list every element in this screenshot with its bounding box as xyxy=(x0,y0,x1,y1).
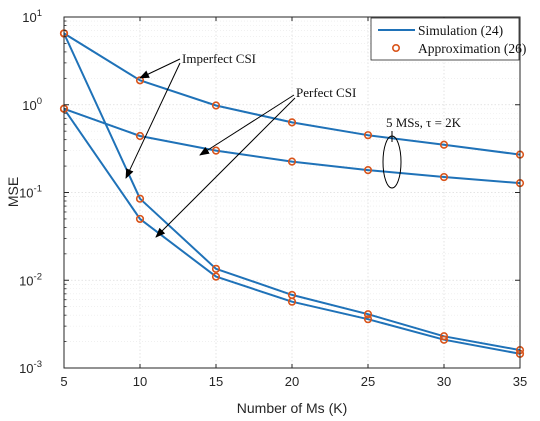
legend-approximation-marker xyxy=(391,43,400,52)
data-point xyxy=(363,131,373,140)
data-point xyxy=(363,165,373,175)
series-line-2 xyxy=(64,107,520,185)
series-line-1 xyxy=(64,32,520,156)
data-point xyxy=(439,172,449,182)
y-tick-label: 100 xyxy=(22,96,42,113)
y-tick-label: 10-2 xyxy=(19,271,42,288)
x-tick-label: 5 xyxy=(60,374,67,389)
y-tick-label: 10-3 xyxy=(19,359,42,376)
data-point xyxy=(135,214,145,224)
y-axis-label: MSE xyxy=(5,177,21,207)
x-axis-label: Number of Ms (K) xyxy=(237,400,347,416)
data-point xyxy=(287,297,297,306)
legend-box xyxy=(370,17,520,61)
legend-approximation-label: Approximation (26) xyxy=(418,41,526,56)
config-ellipse xyxy=(382,135,402,189)
data-point xyxy=(287,157,297,166)
annotation-config: 5 MSs, τ = 2K xyxy=(386,115,462,130)
data-point xyxy=(287,118,297,127)
data-point xyxy=(439,140,449,149)
arrow-perfect-lower xyxy=(155,97,296,238)
data-point xyxy=(135,131,145,141)
data-point xyxy=(211,264,221,273)
x-tick-label: 25 xyxy=(361,374,375,389)
data-point xyxy=(211,272,221,281)
y-tick-label: 101 xyxy=(22,8,42,25)
x-tick-label: 20 xyxy=(285,374,299,389)
annotation-imperfect-csi: Imperfect CSI xyxy=(182,51,256,66)
arrow-imperfect-lower xyxy=(125,62,181,179)
x-tick-label: 15 xyxy=(209,374,223,389)
annotation-perfect-csi: Perfect CSI xyxy=(296,85,356,100)
y-tick-label: 10-1 xyxy=(19,184,42,201)
arrow-perfect-upper xyxy=(199,94,295,156)
data-point xyxy=(439,335,449,344)
data-point xyxy=(211,146,221,155)
data-point xyxy=(363,315,373,324)
data-point xyxy=(363,310,373,319)
data-point xyxy=(439,332,449,341)
data-point xyxy=(211,101,221,110)
x-tick-label: 10 xyxy=(133,374,147,389)
legend-simulation-label: Simulation (24) xyxy=(418,23,503,38)
x-tick-label: 35 xyxy=(513,374,527,389)
ticks: 5 10 15 20 25 30 35 101 100 10-1 10-2 10-3 xyxy=(19,8,527,389)
arrow-imperfect-upper xyxy=(139,58,181,79)
data-point xyxy=(135,194,145,203)
x-tick-label: 30 xyxy=(437,374,451,389)
